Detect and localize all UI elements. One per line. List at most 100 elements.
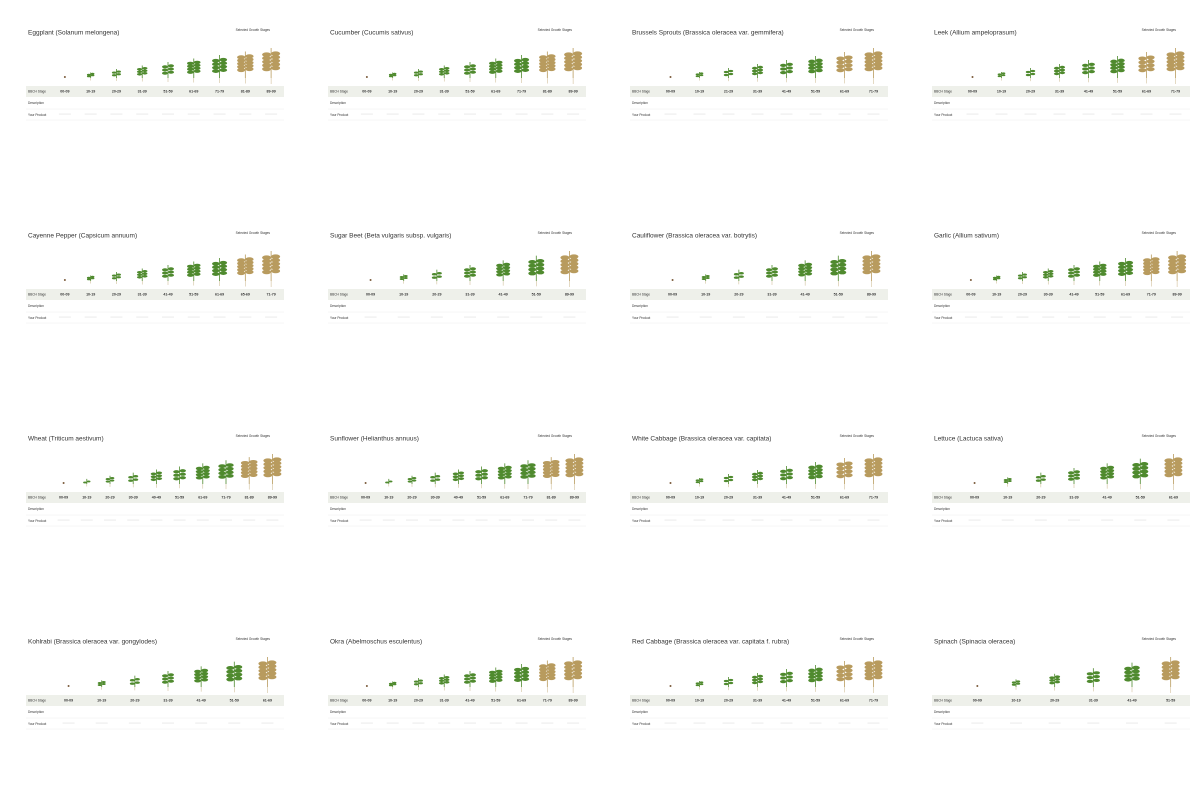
leaf [245,54,254,59]
leaf [399,278,404,280]
row-label: Your Product [28,316,46,320]
leaf [815,471,823,475]
product-placeholder [412,113,425,115]
plant-illustration [262,251,281,287]
plant-illustration [136,65,148,82]
leaf [564,675,574,681]
product-placeholder [239,113,252,115]
leaf [237,58,246,63]
seed [67,685,70,687]
bbch-code: 31-39 [138,89,147,93]
leaf [150,475,157,479]
leaf [489,61,496,66]
plant-illustration [388,681,397,690]
leaf [1042,273,1049,277]
plant-illustration [1161,657,1180,693]
plant-illustration [365,685,368,687]
plant-illustration [542,457,560,490]
plant-illustration [973,482,976,484]
leaf [271,265,281,270]
product-placeholder [522,519,534,521]
row-label: BBCH Stage [934,89,952,93]
leaf [573,54,583,60]
leaf [780,67,787,71]
leaf [162,71,168,75]
seed [63,76,66,78]
leaf [539,55,548,60]
leaf [470,267,476,271]
leaf [481,476,488,480]
leaf [173,470,180,474]
leaf [798,266,806,271]
leaf [168,270,174,274]
leaf [1146,63,1155,68]
bbch-code: 81-89 [547,495,556,499]
plant-illustration [723,677,734,691]
seed [63,279,66,281]
leaf [728,678,734,682]
leaf [162,274,168,278]
product-placeholder [1169,113,1182,115]
leaf [695,479,700,482]
product-placeholder [664,113,677,115]
leaf [111,274,117,277]
plant-illustration [162,62,174,82]
plant-illustration [780,466,793,489]
leaf [162,674,168,678]
bbch-code: 00-09 [366,292,375,296]
seed [62,482,65,484]
leaf [1025,70,1031,74]
leaf [1086,672,1094,676]
bbch-code: 51-59 [532,292,541,296]
leaf [864,66,874,72]
leaf [116,73,121,76]
leaf [234,672,243,677]
product-placeholder [359,519,372,521]
leaf [780,473,787,477]
product-placeholder [162,722,174,724]
leaf [1074,273,1080,277]
leaf [873,65,883,71]
leaf [808,62,816,67]
leaf [464,680,470,684]
panel-title: Eggplant (Solanum melongena) [28,30,119,37]
leaf [475,477,482,481]
product-placeholder [693,722,706,724]
leaf [844,469,853,474]
leaf [403,275,408,277]
leaf [699,478,704,481]
leaf [1053,66,1060,70]
product-placeholder [567,113,580,115]
bbch-code: 51-59 [1136,495,1145,499]
leaf [1088,66,1095,70]
leaf [226,466,234,471]
leaf [838,270,847,275]
leaf [733,276,739,279]
leaf [805,272,813,276]
leaf [1177,265,1187,270]
leaf [528,463,536,468]
leaf [844,676,853,681]
leaf [1017,277,1023,280]
leaf [757,674,764,678]
leaf [528,470,536,475]
leaf [521,670,530,675]
leaf [547,672,556,677]
leaf [136,72,143,76]
product-placeholder [430,316,443,318]
product-placeholder [213,316,226,318]
product-placeholder [1167,519,1180,521]
leaf [240,467,250,472]
leaf [539,58,548,63]
leaf [873,62,883,67]
leaf [1140,465,1149,470]
leaf [1143,261,1152,266]
bbch-code: 41-49 [465,698,474,702]
product-placeholder [1053,113,1066,115]
product-placeholder [406,519,418,521]
leaf [836,56,845,61]
leaf [111,71,117,74]
leaf [168,67,174,71]
leaf [701,278,706,280]
leaf [234,665,243,669]
